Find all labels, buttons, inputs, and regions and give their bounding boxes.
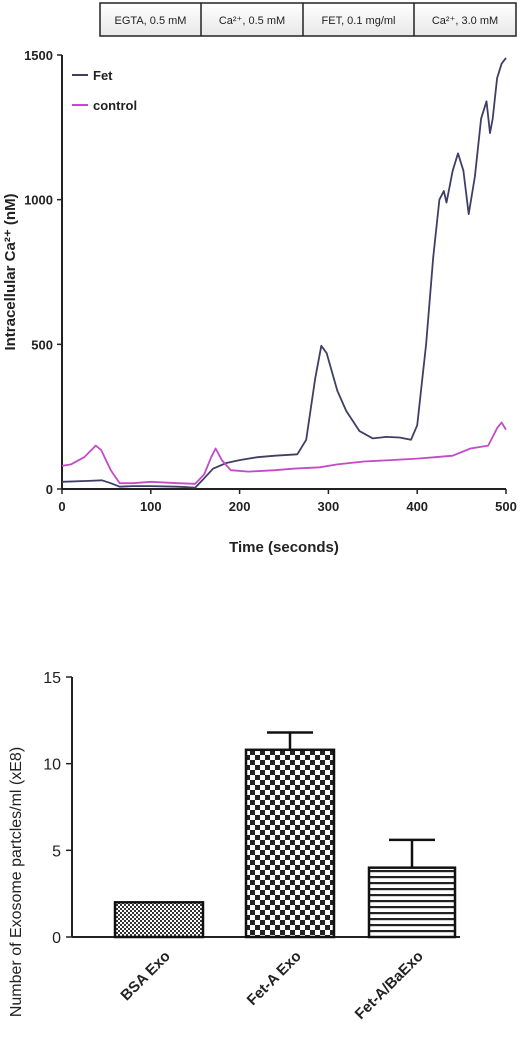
y-tick-label: 1000 [24, 193, 53, 208]
x-tick-label: 300 [318, 499, 340, 514]
header-cell-0: EGTA, 0.5 mM [115, 15, 187, 27]
calcium-line-chart: EGTA, 0.5 mM Ca²⁺, 0.5 mM FET, 0.1 mg/ml Ca… [2, 2, 517, 556]
header-cell-1: Ca²⁺, 0.5 mM [219, 15, 285, 27]
line-chart-series [61, 57, 507, 489]
y-tick-label: 0 [52, 930, 61, 947]
x-tick-label: 100 [140, 499, 162, 514]
header-cell-2: FET, 0.1 mg/ml [322, 15, 396, 27]
bar-chart-bars: BSA Exo Fet-A Exo Fet-A/BaExo [113, 731, 457, 1023]
legend-label-control: control [93, 98, 137, 113]
x-tick-label: 400 [406, 499, 428, 514]
y-tick-label: 500 [31, 337, 53, 352]
line-chart-legend: Fet control [72, 68, 137, 113]
header-cell-3: Ca²⁺, 3.0 mM [432, 15, 498, 27]
category-label-0: BSA Exo [117, 948, 173, 1004]
y-axis-label: Intracellular Ca²⁺ (nM) [2, 193, 19, 350]
treatment-header-bar: EGTA, 0.5 mM Ca²⁺, 0.5 mM FET, 0.1 mg/ml Ca… [99, 2, 517, 37]
header-bar-frame [99, 2, 517, 37]
y-tick-label: 5 [52, 843, 61, 860]
y-tick-label: 0 [46, 482, 53, 497]
line-chart-axes: 0 500 1000 1500 0 100 200 300 400 500 Time (second… [2, 48, 517, 556]
series-line-Fet [61, 57, 507, 489]
x-tick-label: 500 [495, 499, 517, 514]
bar-2 [367, 866, 457, 939]
x-tick-label: 200 [229, 499, 251, 514]
y-axis-label: Number of Exosome partcles/ml (xE8) [8, 747, 25, 1017]
x-tick-label: 0 [58, 499, 65, 514]
series-line-control [61, 421, 507, 485]
bar-1 [244, 748, 336, 939]
bar-0 [113, 901, 205, 939]
exosome-bar-chart: 0 5 10 15 Number of Exosome partcles/ml (xE8… [8, 670, 460, 1023]
y-tick-label: 1500 [24, 48, 53, 63]
category-label-2: Fet-A/BaExo [352, 948, 427, 1023]
y-tick-label: 10 [43, 757, 61, 774]
legend-label-Fet: Fet [93, 68, 113, 83]
y-tick-label: 15 [43, 670, 61, 687]
category-label-1: Fet-A Exo [244, 948, 305, 1009]
x-axis-label: Time (seconds) [229, 539, 339, 556]
bar-chart-axes: 0 5 10 15 Number of Exosome partcles/ml (xE8… [8, 670, 460, 1017]
